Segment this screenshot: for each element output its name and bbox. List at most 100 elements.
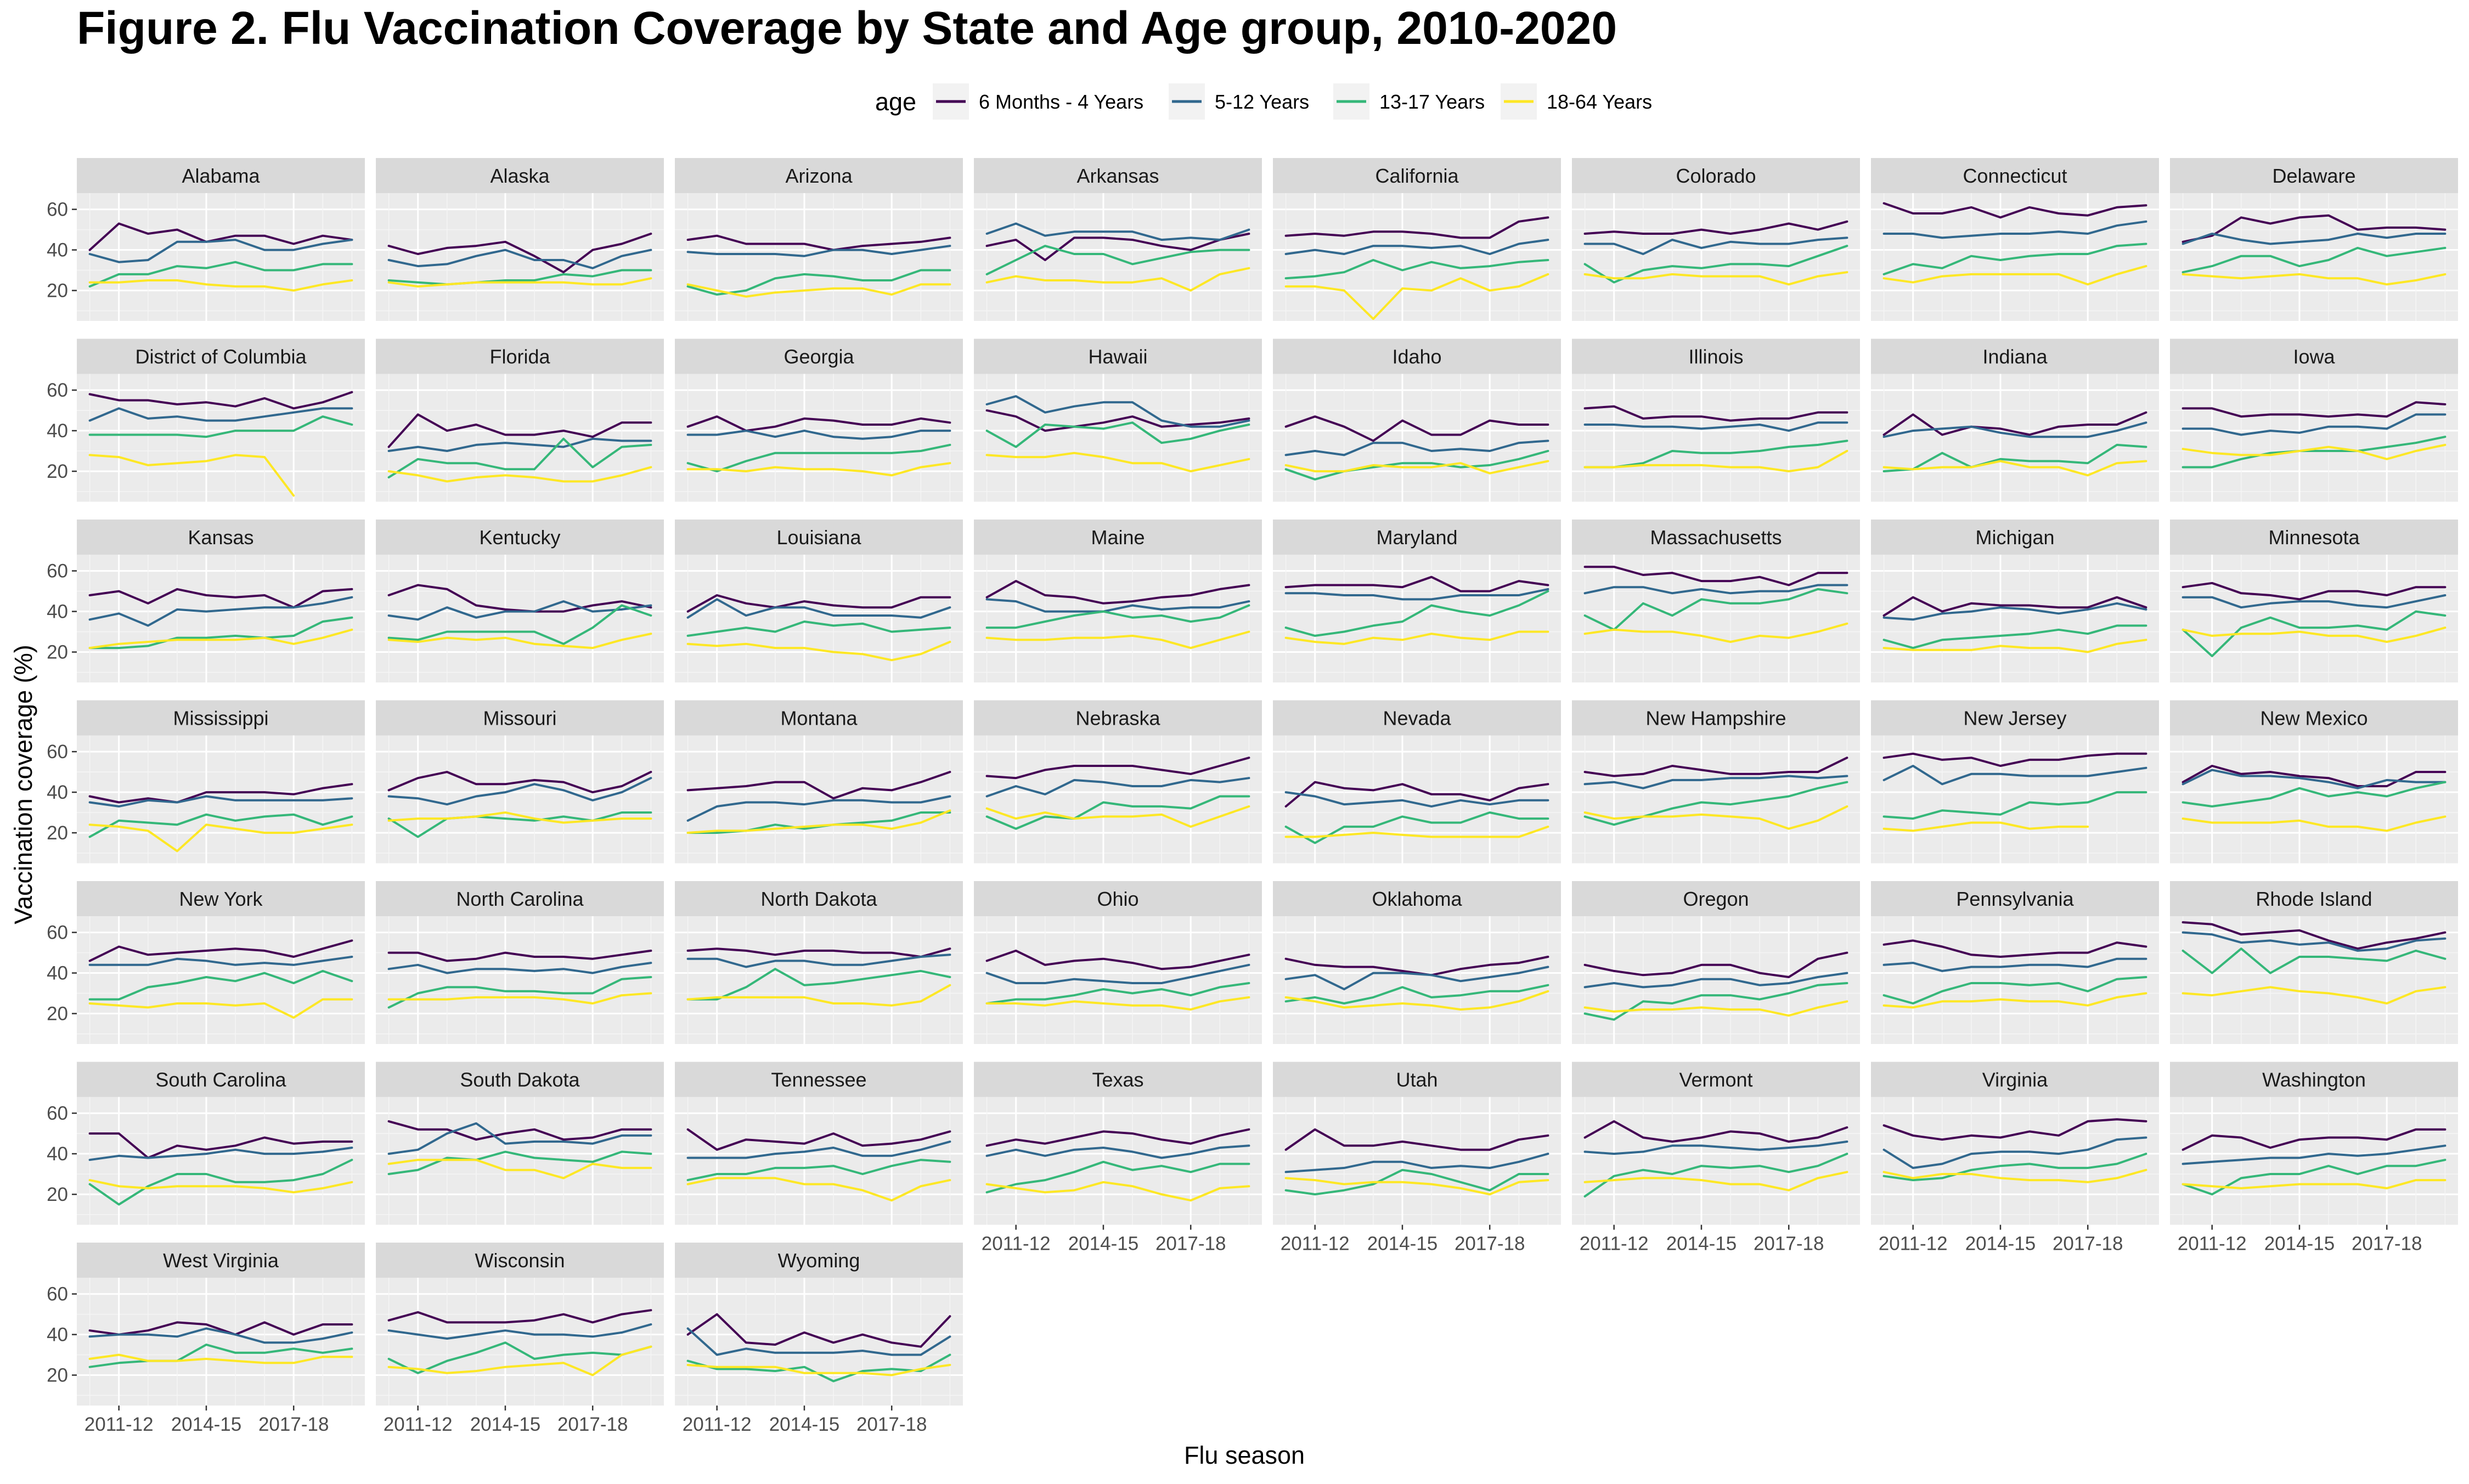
facet-strip [974, 338, 1262, 374]
series-line [1882, 765, 2147, 786]
facet-strip [675, 1062, 963, 1097]
facet-label: Louisiana [776, 526, 861, 549]
y-tick-label: 40 [47, 1324, 68, 1346]
series-line [387, 811, 652, 838]
facet-label: Oregon [1683, 888, 1749, 910]
series-line [1583, 1153, 1848, 1198]
series-line [88, 454, 295, 497]
facet-label: Iowa [2293, 346, 2335, 368]
series-line [686, 234, 951, 251]
series-line [88, 279, 353, 292]
facet-strip [675, 520, 963, 555]
facet-strip [1871, 1062, 2159, 1097]
series-line [88, 998, 353, 1019]
series-line [686, 1313, 951, 1348]
series-line [985, 598, 1250, 613]
facet-label: Nevada [1383, 707, 1451, 730]
series-line [985, 580, 1250, 605]
series-line [2181, 273, 2447, 286]
facet-strip [77, 520, 365, 555]
facet-label: Utah [1396, 1069, 1438, 1091]
x-tick-label: 2011-12 [1580, 1233, 1649, 1255]
series-line [387, 811, 652, 824]
y-tick-label: 40 [47, 420, 68, 442]
series-line [1284, 984, 1549, 1005]
x-tick-label: 2014-15 [1367, 1233, 1438, 1255]
facet-label: Maryland [1376, 526, 1457, 549]
series-line [88, 1327, 353, 1344]
series-line [387, 1122, 652, 1155]
series-line [1882, 1153, 2147, 1182]
panel-background [675, 735, 963, 864]
panel-background [376, 1278, 664, 1406]
facet-label: South Carolina [155, 1069, 286, 1091]
series-line [1284, 415, 1549, 442]
series-line [686, 594, 951, 613]
series-line [985, 1181, 1250, 1202]
y-tick-label: 20 [47, 1365, 68, 1386]
facet-label: Alaska [490, 165, 550, 187]
panel-background [2170, 555, 2458, 682]
series-line [387, 1150, 652, 1175]
series-line [1583, 271, 1848, 286]
series-line [1882, 1118, 2147, 1141]
series-line [1583, 622, 1848, 643]
series-line [686, 1140, 951, 1159]
facet-strip [77, 1062, 365, 1097]
series-line [686, 430, 951, 440]
x-tick-label: 2017-18 [856, 1414, 927, 1435]
facet-strip [376, 158, 664, 193]
facet-label: Missouri [483, 707, 556, 730]
series-line [2181, 947, 2447, 974]
series-line [1583, 1140, 1848, 1155]
y-tick-label: 20 [47, 280, 68, 302]
x-tick-label: 2014-15 [171, 1414, 241, 1435]
series-line [2181, 765, 2447, 787]
y-tick-label: 60 [47, 1284, 68, 1305]
facet-strip [1572, 700, 1860, 736]
series-line [88, 628, 353, 650]
facet-label: Tennessee [771, 1069, 866, 1091]
series-line [1284, 630, 1549, 645]
facet-label: Colorado [1676, 165, 1756, 187]
facet-strip [2170, 158, 2458, 193]
series-line [1583, 421, 1848, 432]
facet-label: Montana [780, 707, 858, 730]
facet-label: Idaho [1392, 346, 1441, 368]
series-line [686, 245, 951, 257]
series-line [985, 996, 1250, 1011]
series-line [985, 757, 1250, 780]
series-line [387, 600, 652, 621]
facet-label: Texas [1092, 1069, 1143, 1091]
series-line [88, 1353, 353, 1364]
facet-label: Delaware [2272, 165, 2355, 187]
series-line [686, 984, 951, 1007]
facet-label: Michigan [1975, 526, 2054, 549]
x-tick-label: 2014-15 [769, 1414, 839, 1435]
series-line [985, 963, 1250, 984]
facet-strip [2170, 881, 2458, 916]
facet-strip [77, 1243, 365, 1278]
facet-strip [974, 881, 1262, 916]
series-line [1284, 460, 1549, 475]
series-line [985, 805, 1250, 828]
series-line [1284, 273, 1549, 320]
x-tick-label: 2017-18 [258, 1414, 329, 1435]
series-line [387, 1120, 652, 1141]
facet-label: Maine [1091, 526, 1145, 549]
panel-background [675, 1278, 963, 1406]
x-tick-label: 2017-18 [557, 1414, 628, 1435]
series-line [2181, 769, 2447, 789]
series-line [985, 267, 1250, 292]
series-line [1882, 821, 2089, 832]
facet-strip [1273, 158, 1561, 193]
series-line [387, 604, 652, 645]
panel-background [974, 1097, 1262, 1225]
series-line [1583, 757, 1848, 777]
series-line [1284, 781, 1549, 808]
facet-strip [1572, 158, 1860, 193]
series-line [88, 1179, 353, 1194]
series-line [1882, 460, 2147, 477]
facet-strip [376, 338, 664, 374]
panel-background [675, 374, 963, 502]
